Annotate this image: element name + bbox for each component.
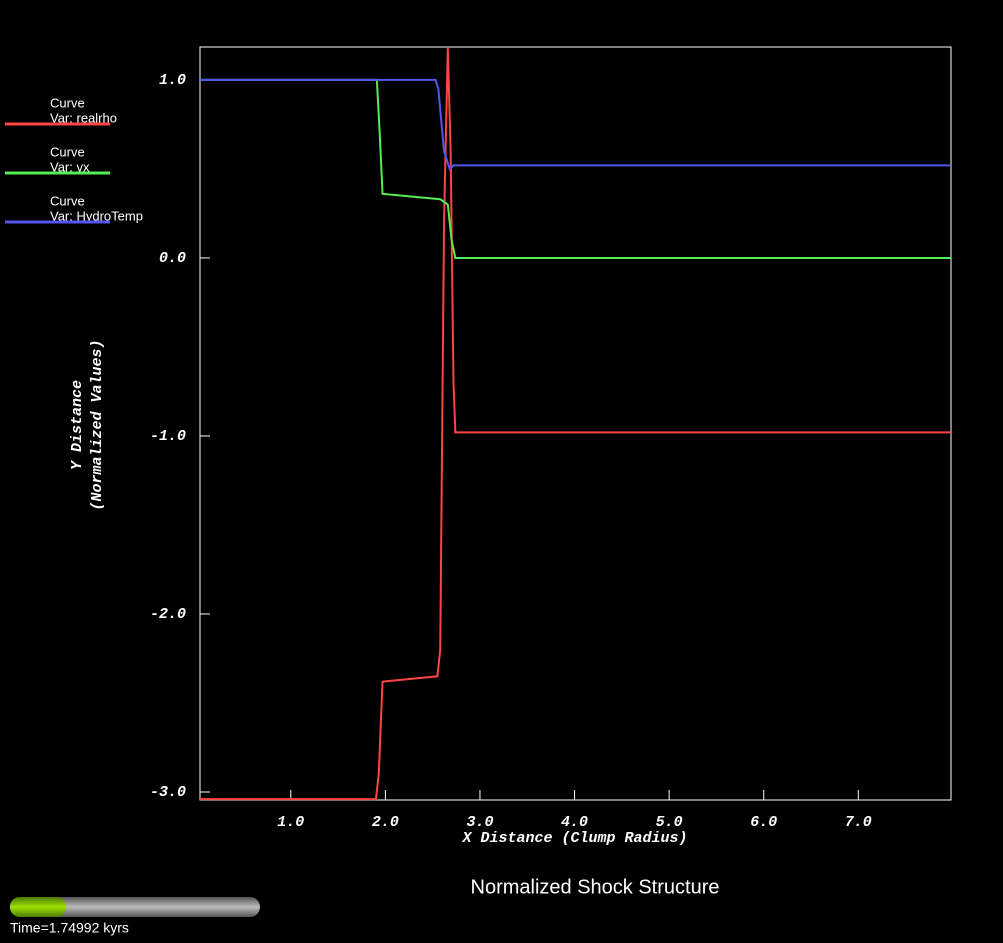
time-label: Time=1.74992 kyrs [10,920,129,936]
progress-bar [10,897,260,917]
chart-title: Normalized Shock Structure [471,876,720,898]
x-tick-label: 1.0 [277,814,304,831]
x-tick-label: 2.0 [372,814,399,831]
legend-title: Curve [50,95,85,110]
legend-label: Var: vx [50,159,90,174]
x-axis-title: X Distance (Clump Radius) [461,830,687,847]
legend-title: Curve [50,144,85,159]
y-tick-label: 1.0 [159,72,186,89]
x-tick-label: 4.0 [561,814,588,831]
x-tick-label: 5.0 [656,814,683,831]
y-tick-label: 0.0 [159,250,186,267]
data-line [200,78,951,171]
data-line [200,47,951,801]
y-tick-label: -3.0 [150,784,186,801]
progress-fill [10,897,66,917]
legend-title: Curve [50,193,85,208]
y-axis-title-line: (Normalized Values) [89,339,106,510]
x-tick-label: 3.0 [466,814,493,831]
plot-frame [199,46,952,801]
y-tick-label: -2.0 [150,606,186,623]
legend-label: Var: HydroTemp [50,208,143,223]
y-axis-title: Y Distance (Normalized Values) [69,339,106,510]
y-axis-title-line: Y Distance [69,380,86,470]
data-line [200,78,951,259]
y-tick-label: -1.0 [150,428,186,445]
x-tick-label: 7.0 [845,814,872,831]
x-tick-label: 6.0 [750,814,777,831]
legend-label: Var: realrho [50,110,117,125]
